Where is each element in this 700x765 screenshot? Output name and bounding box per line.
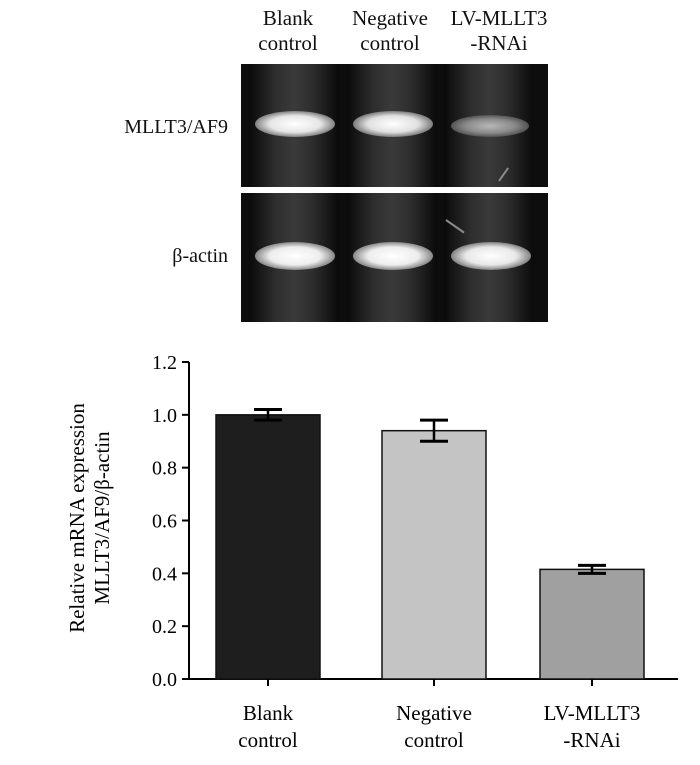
x-tick-label-line1: Negative [396,701,472,725]
y-tick-label: 1.2 [152,352,177,374]
x-tick-label-line2: control [238,728,298,752]
y-axis-label-line2: MLLT3/AF9/β-actin [90,431,114,605]
gel-band-blank [255,242,335,270]
gel-band-blank [255,111,335,137]
gel-row-label-mllt3: MLLT3/AF9 [124,116,228,138]
gel-row-label-beta-actin: β-actin [172,245,228,267]
y-tick-label: 0.4 [152,563,177,585]
gel-lane-header-line2: control [258,31,318,55]
bar-2 [381,429,487,680]
bar-3 [539,568,645,680]
y-tick-label: 0.0 [152,669,177,691]
bar-1 [215,414,321,680]
gel-lane-header-line1: Negative [352,6,428,30]
x-tick-label-line2: control [404,728,464,752]
gel-panel-mllt3 [241,64,548,187]
gel-band-negative [353,111,433,137]
x-tick-label-line1: LV-MLLT3 [544,701,641,725]
gel-lane-header-1: Blank control [246,6,330,56]
gel-lane-header-line2: control [360,31,420,55]
y-axis-label: Relative mRNA expression MLLT3/AF9/β-act… [65,403,114,633]
gel-band-rnai [451,115,529,137]
gel-lane-header-2: Negative control [340,6,440,56]
gel-band-rnai [451,242,531,270]
y-tick-label: 0.2 [152,616,177,638]
x-tick-label-line2: -RNAi [563,728,620,752]
gel-lane-header-line2: -RNAi [470,31,528,55]
y-tick-label: 0.8 [152,458,177,480]
y-axis-label-line1: Relative mRNA expression [65,403,89,633]
gel-panel-beta-actin [241,193,548,322]
gel-lane-header-line1: Blank [262,6,314,30]
x-tick-label-line1: Blank [243,701,294,725]
gel-lane-header-3: LV-MLLT3 -RNAi [443,6,555,56]
y-tick-label: 0.6 [152,511,177,533]
gel-lane-header-line1: LV-MLLT3 [450,6,548,30]
gel-band-negative [353,242,433,270]
y-tick-label: 1.0 [152,405,177,427]
plot-area: 0.0 0.2 0.4 0.6 0.8 1.0 1.2 Blank control Negativ… [152,352,678,752]
